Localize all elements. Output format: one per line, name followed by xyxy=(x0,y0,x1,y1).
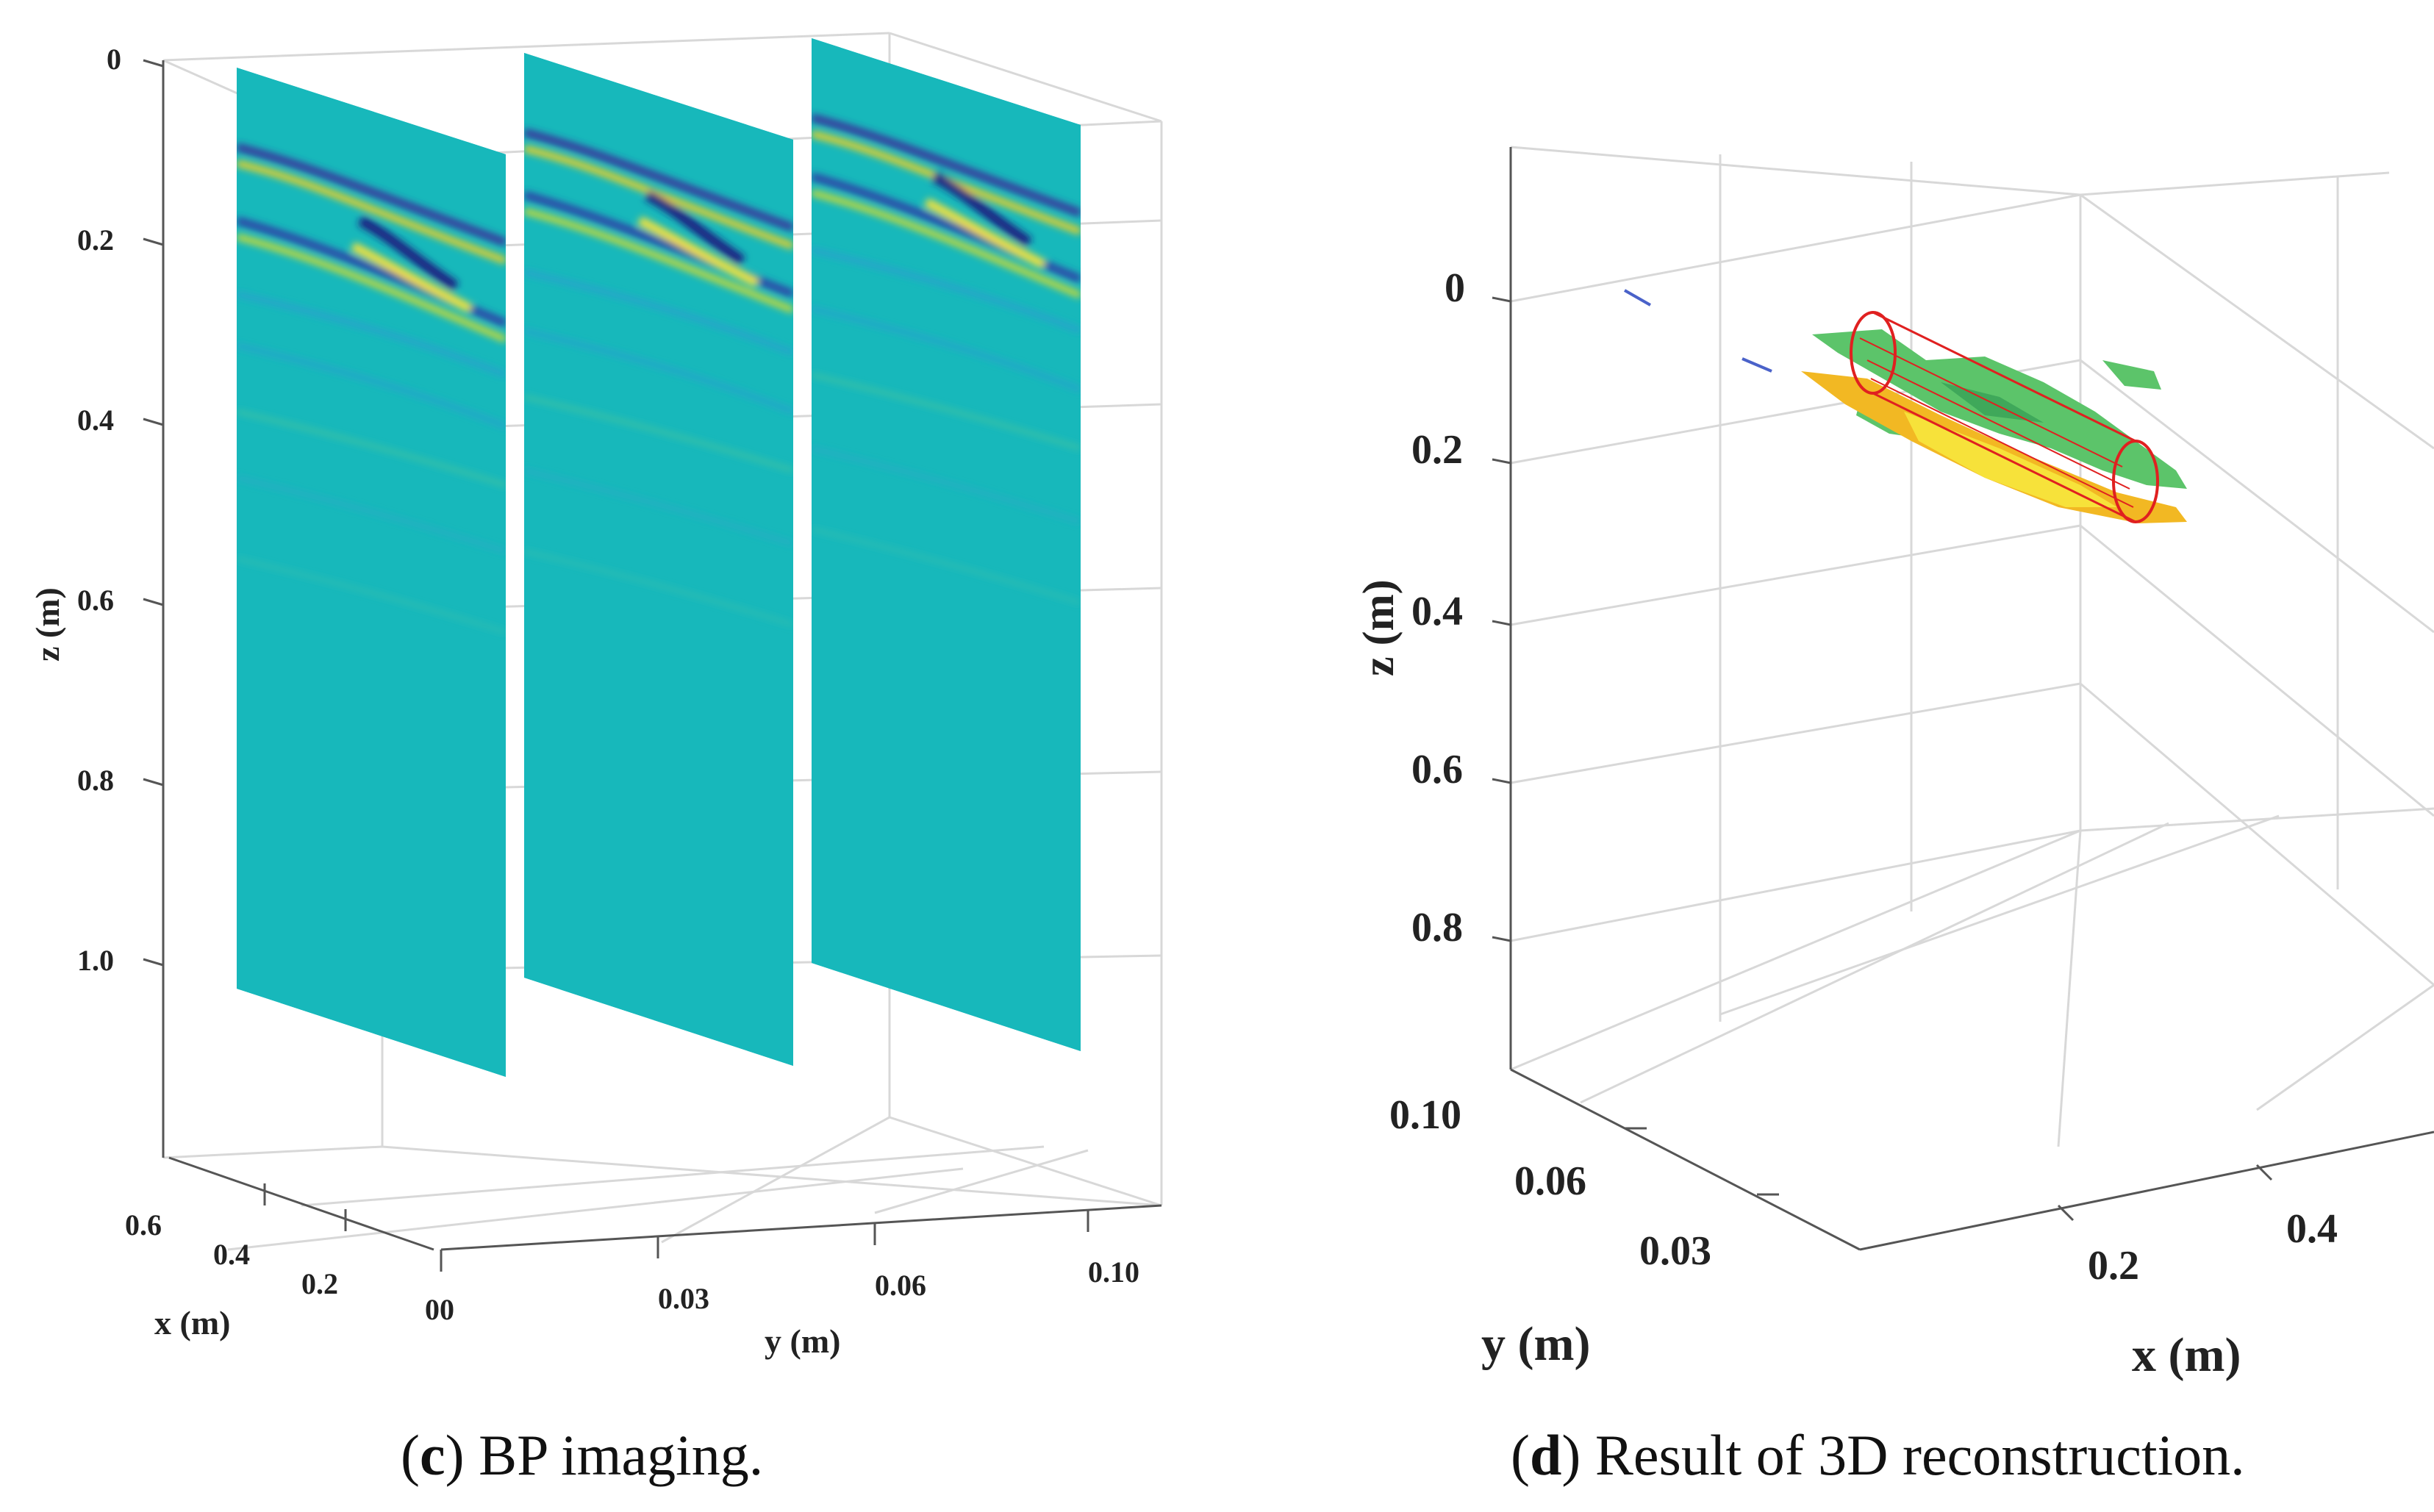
caption-letter: d xyxy=(1529,1423,1562,1487)
panel-d-axes xyxy=(1492,147,2434,1251)
caption-text: BP imaging. xyxy=(464,1423,764,1487)
tick-label: 0.4 xyxy=(1411,589,1463,634)
tick-label: 0.2 xyxy=(301,1267,338,1300)
tick-label: 0.10 xyxy=(1389,1092,1461,1138)
panel-c-axes xyxy=(143,59,1162,1272)
reconstructed-isosurface xyxy=(1801,329,2187,523)
cylinder-line xyxy=(1866,359,2130,490)
bp-slice-2 xyxy=(524,53,793,1066)
caption-d: (d) Result of 3D reconstruction. xyxy=(1511,1422,2245,1488)
caption-close: ) xyxy=(1561,1423,1581,1487)
x-axis-label: x (m) xyxy=(2132,1328,2241,1382)
target-cylinder xyxy=(1850,311,2159,523)
caption-letter: c xyxy=(419,1423,445,1487)
caption-close: ) xyxy=(445,1423,465,1487)
panel-c-z-ticks: 0 0.2 0.4 0.6 0.8 1.0 xyxy=(77,43,121,977)
tick-label: 0.03 xyxy=(1639,1228,1711,1274)
y-axis-label: y (m) xyxy=(1481,1317,1590,1371)
panel-d-y-ticks: 0.10 0.06 0.03 xyxy=(1389,1092,1711,1274)
panel-d: 0 0.2 0.4 0.6 0.8 z (m) 0.10 0.06 0.03 y… xyxy=(1354,146,2434,1382)
tick-label: 0.10 xyxy=(1088,1255,1139,1289)
panel-c: 0 0.2 0.4 0.6 0.8 1.0 z (m) 0.6 0.4 0.2 … xyxy=(29,32,1163,1360)
tick-label: 0.03 xyxy=(658,1282,709,1315)
bp-slice-3 xyxy=(812,38,1081,1051)
green-surface-fragment-1 xyxy=(2102,360,2161,390)
tick-label: 1.0 xyxy=(77,944,114,977)
bp-slice-1 xyxy=(237,68,506,1077)
tick-label: 0.6 xyxy=(125,1208,162,1242)
z-axis-label: z (m) xyxy=(1354,579,1403,676)
cylinder-line xyxy=(1859,337,2123,467)
tick-label: 0 xyxy=(1445,265,1465,311)
panel-d-z-ticks: 0 0.2 0.4 0.6 0.8 xyxy=(1411,265,1465,950)
caption-text: Result of 3D reconstruction. xyxy=(1581,1423,2245,1487)
cylinder-edge-bottom xyxy=(1872,392,2136,523)
caption-c: (c) BP imaging. xyxy=(401,1422,763,1488)
tick-label: 00 xyxy=(425,1293,454,1326)
tick-label: 0.2 xyxy=(2088,1243,2139,1289)
z-axis-label: z (m) xyxy=(29,587,66,662)
tick-label: 0.4 xyxy=(213,1238,250,1271)
caption-open: ( xyxy=(401,1423,420,1487)
tick-label: 0.6 xyxy=(1411,747,1463,792)
cylinder-edge-top xyxy=(1872,311,2136,443)
panel-d-box xyxy=(1509,146,2434,1147)
y-axis-label: y (m) xyxy=(765,1322,840,1360)
x-axis-label: x (m) xyxy=(154,1304,230,1341)
tick-label: 0.4 xyxy=(2286,1206,2338,1252)
tick-label: 0.4 xyxy=(77,404,114,437)
noise-mark-2 xyxy=(1742,357,1772,373)
panel-d-x-ticks: 0.2 0.4 xyxy=(2088,1206,2338,1289)
tick-label: 0.06 xyxy=(1514,1158,1586,1204)
tick-label: 0.06 xyxy=(875,1269,926,1302)
noise-mark-1 xyxy=(1624,289,1651,307)
panel-c-y-ticks: 00 0.03 0.06 0.10 xyxy=(425,1255,1139,1326)
caption-open: ( xyxy=(1511,1423,1530,1487)
tick-label: 0.6 xyxy=(77,584,114,617)
tick-label: 0.2 xyxy=(77,223,114,257)
tick-label: 0 xyxy=(107,43,121,76)
tick-label: 0.2 xyxy=(1411,427,1463,473)
tick-label: 0.8 xyxy=(77,764,114,797)
cylinder-line xyxy=(1870,378,2134,508)
panel-c-x-ticks: 0.6 0.4 0.2 xyxy=(125,1208,338,1300)
tick-label: 0.8 xyxy=(1411,905,1463,950)
